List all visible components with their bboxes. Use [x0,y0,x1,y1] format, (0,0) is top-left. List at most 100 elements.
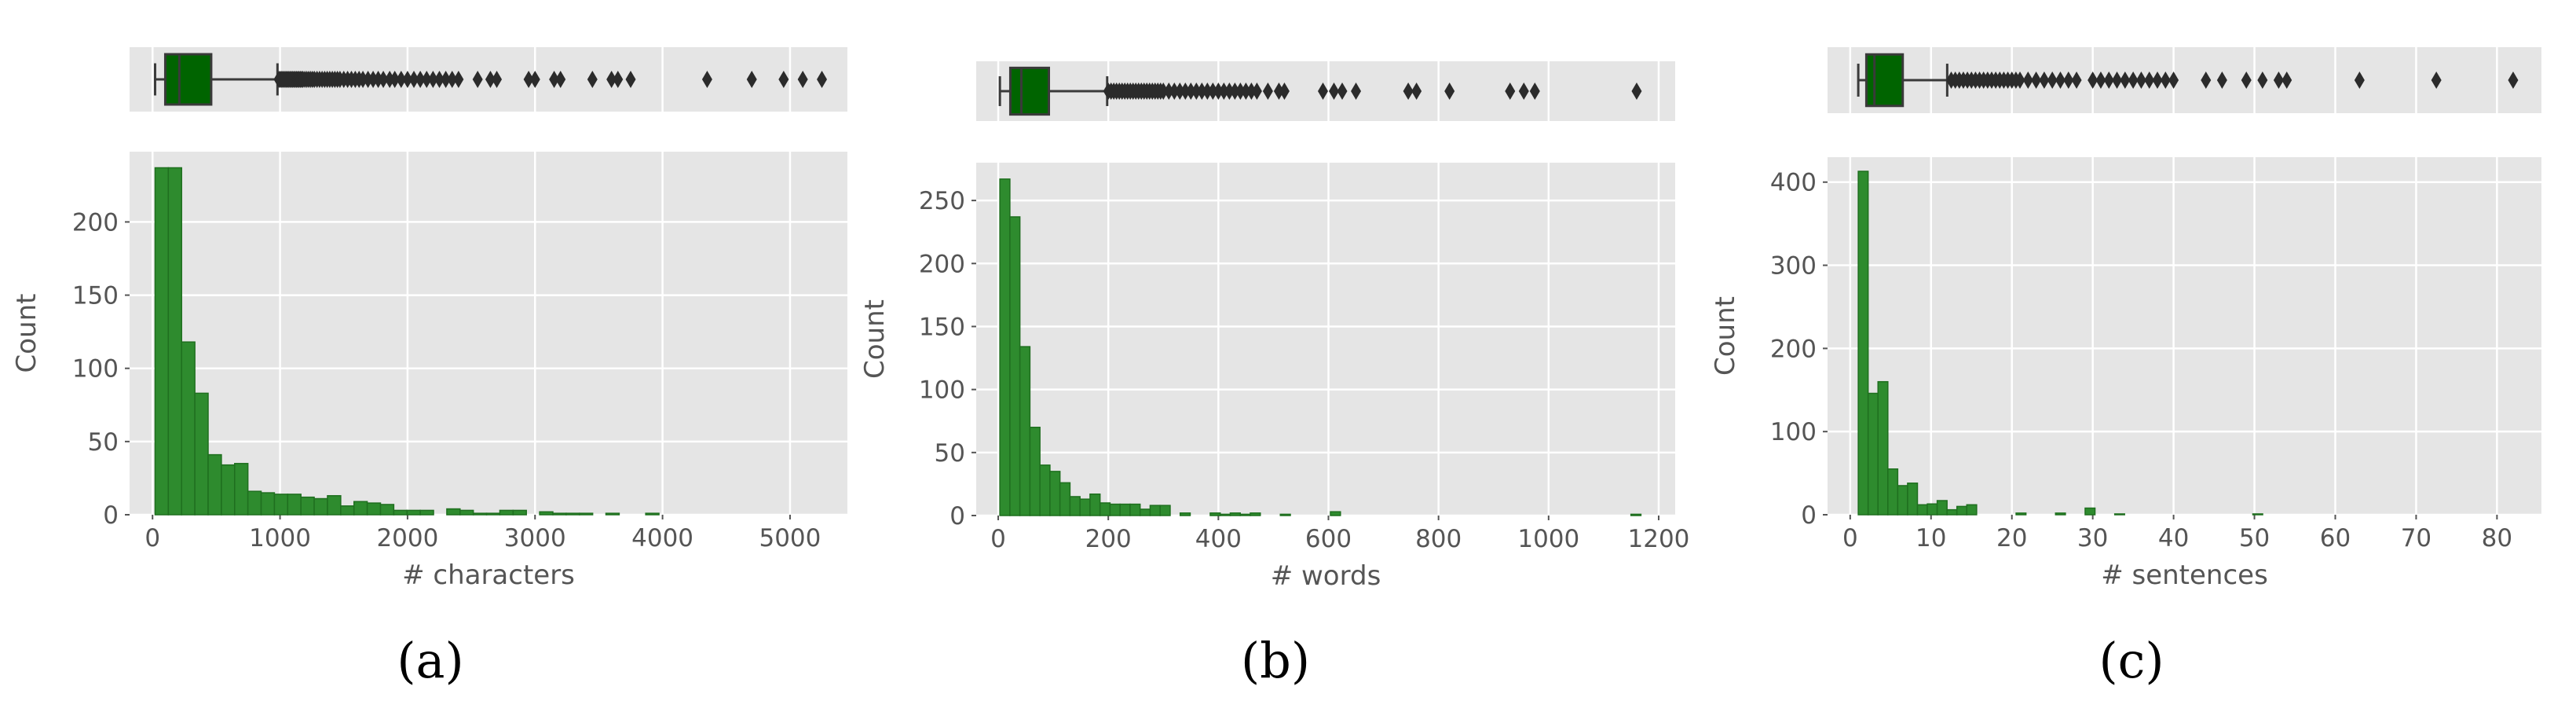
outlier-point [1169,83,1180,100]
outlier-point [1251,83,1262,100]
histogram-bar [2084,507,2096,516]
y-tick-label: 0 [103,501,119,530]
x-tick-label: 1000 [249,524,311,552]
histogram-bar [406,509,421,516]
y-tick-label: 50 [935,439,965,468]
outlier-point [555,71,566,88]
histogram-bar [1956,505,1968,516]
histogram-bar [539,511,554,516]
x-tick-label: 2000 [376,524,438,552]
y-tick-label: 250 [919,187,965,215]
outlier-point [421,71,432,88]
histogram-bar [1966,504,1978,516]
outlier-point [1317,83,1328,100]
outlier-point [1218,83,1229,100]
x-tick-label: 80 [2482,524,2512,552]
histogram-bar [499,509,514,516]
outlier-point [797,71,808,88]
outlier-point [529,71,540,88]
histogram-bar [1149,505,1161,516]
panel-label: (a) [397,632,463,689]
histogram-bar [1916,504,1928,516]
outlier-point [1235,83,1246,100]
outlier-point [1411,83,1422,100]
outlier-point [549,71,560,88]
histogram-bar [485,512,501,516]
histogram-bar [1936,500,1948,516]
histogram-bar [340,505,355,516]
outlier-point [485,71,496,88]
outlier-point [1213,83,1224,100]
histogram-bar [1330,511,1341,516]
histogram-bar [273,494,289,516]
histogram-bar [999,178,1011,516]
histogram-background [1828,157,2541,515]
x-tick-label: 4000 [631,524,693,552]
histogram-bar [379,504,395,516]
histogram-bar [419,509,434,516]
outlier-point [2112,72,2123,89]
outlier-point [1174,83,1185,100]
y-axis-label: Count [11,294,42,373]
outlier-point [441,71,452,88]
histogram-bar [512,509,527,516]
x-axis-label: # sentences [2101,560,2268,591]
histogram-bar [1109,503,1121,516]
histogram-bar [393,509,408,516]
outlier-point [1279,83,1290,100]
histogram-bar [459,509,474,516]
histogram-bar [1029,427,1041,516]
outlier-point [2031,72,2042,89]
histogram-bar [260,492,276,516]
histogram-bar [167,167,182,516]
x-axis-label: # characters [402,560,575,591]
x-tick-label: 1200 [1628,525,1690,553]
outlier-point [1180,83,1191,100]
outlier-point [415,71,426,88]
histogram-bar [1139,508,1151,516]
histogram-bar [1897,485,1908,516]
histogram-bar [1279,513,1291,516]
x-tick-label: 20 [1996,524,2027,552]
histogram-bar [181,341,196,516]
outlier-point [453,71,464,88]
outlier-point [2135,72,2146,89]
outlier-point [427,71,438,88]
histogram-bar [1099,502,1111,516]
outlier-point [1224,83,1235,100]
outlier-point [2216,72,2227,89]
outlier-point [1229,83,1240,100]
outlier-point [1505,83,1516,100]
histogram-bar [1209,512,1221,516]
histogram-bar [1239,513,1251,516]
chart-panel-2: 0 50 100 150 200 250 0 200 400 600 800 1000 1200 # wo… [859,61,1689,689]
outlier-point [1246,83,1257,100]
outlier-point [1631,83,1642,100]
y-tick-label: 200 [72,208,119,237]
histogram-bar [579,512,594,516]
histogram-bar [366,502,382,516]
y-tick-label: 0 [950,502,965,530]
outlier-point [492,71,503,88]
outlier-point [523,71,534,88]
outlier-point [587,71,598,88]
histogram-bar [327,495,342,516]
iqr-box [1864,53,1905,108]
outlier-point [434,71,445,88]
x-tick-label: 800 [1415,525,1462,553]
histogram-bar [605,512,620,516]
outlier-point [701,71,712,88]
histogram-bar [1877,380,1889,516]
histogram-bar [1907,483,1919,516]
outlier-point [1273,83,1284,100]
outlier-point [396,71,407,88]
histogram-bar [1946,508,1958,516]
outlier-point [1529,83,1540,100]
histogram-bar [1059,482,1071,516]
histogram-bar [221,464,236,516]
outlier-point [447,71,458,88]
histogram-bar [565,512,580,516]
panel-label: (c) [2098,632,2164,689]
outlier-point [1240,83,1251,100]
histogram-bar [154,167,170,516]
